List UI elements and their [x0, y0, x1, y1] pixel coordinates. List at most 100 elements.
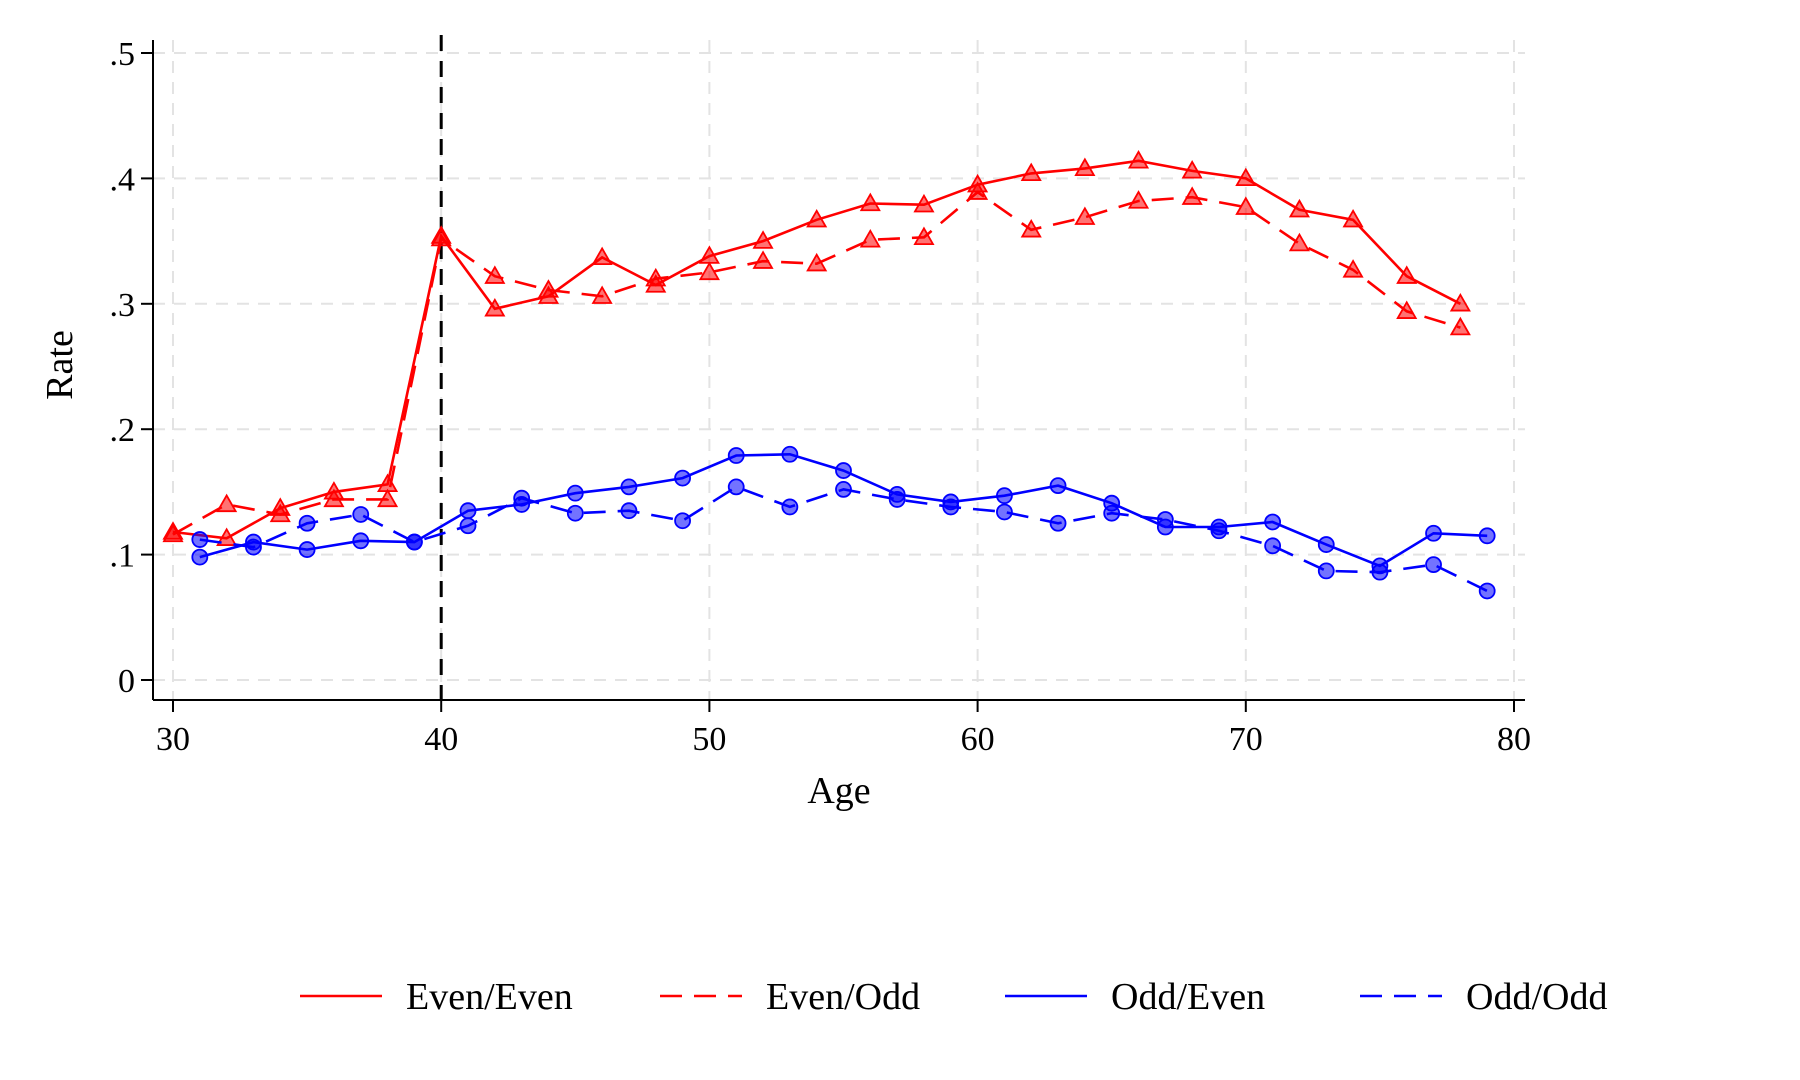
data-point [645, 267, 667, 287]
data-point [459, 502, 477, 520]
data-point [674, 469, 691, 487]
series-line [172, 190, 1461, 536]
x-tick-label: 70 [1229, 721, 1263, 758]
data-point [1317, 562, 1335, 580]
data-point [727, 447, 745, 464]
data-point [1342, 259, 1364, 278]
data-point [806, 252, 828, 272]
x-tick-label: 50 [692, 721, 726, 758]
series-even-even [162, 150, 1471, 546]
x-tick-label: 60 [961, 721, 995, 758]
data-point [484, 265, 506, 284]
data-point [859, 192, 881, 212]
data-point [1181, 186, 1203, 205]
data-point [859, 229, 881, 248]
data-point [537, 279, 560, 298]
data-point [913, 193, 935, 213]
data-point [1156, 511, 1174, 528]
data-point [1264, 537, 1282, 555]
data-point [1425, 524, 1442, 542]
data-point [1288, 232, 1310, 252]
data-point [996, 487, 1013, 505]
data-point [1317, 536, 1335, 553]
data-point [1020, 162, 1042, 182]
data-point [806, 208, 828, 228]
data-point [216, 493, 238, 513]
x-tick-label: 40 [424, 721, 458, 758]
data-point [1074, 157, 1096, 177]
data-point [591, 285, 613, 304]
data-point [620, 478, 638, 496]
series-even-odd [162, 181, 1471, 543]
legend-label: Even/Odd [766, 976, 920, 1018]
data-point [1210, 522, 1228, 540]
data-point [1425, 556, 1442, 574]
data-point [752, 230, 774, 249]
x-axis-title: Age [807, 770, 870, 812]
legend-item: Even/Odd [660, 976, 920, 1018]
data-point [405, 533, 423, 551]
data-point [1235, 167, 1257, 187]
data-point [298, 541, 316, 558]
series-layer [162, 150, 1496, 600]
y-tick-label: .3 [110, 287, 136, 324]
data-point [1127, 190, 1150, 209]
y-tick-label: 0 [118, 663, 135, 700]
data-point [1396, 300, 1418, 319]
data-point [566, 484, 584, 502]
data-point [698, 261, 720, 281]
data-point [216, 527, 238, 546]
data-point [781, 445, 799, 463]
data-point [298, 514, 316, 532]
data-point [591, 246, 613, 266]
data-point [727, 478, 745, 496]
data-point [245, 538, 262, 556]
x-tick-label: 30 [156, 721, 190, 758]
data-point [1371, 563, 1389, 581]
axes [152, 40, 1525, 701]
legend-label: Odd/Even [1111, 976, 1265, 1018]
legend-item: Odd/Odd [1360, 976, 1607, 1018]
data-point [377, 488, 399, 508]
data-point [1478, 527, 1496, 545]
data-point [752, 250, 774, 269]
data-point [967, 181, 989, 200]
data-point [352, 532, 370, 550]
data-point [1020, 218, 1042, 238]
data-point [323, 488, 345, 508]
data-point [913, 226, 935, 245]
data-point [835, 462, 852, 479]
data-point [162, 523, 184, 543]
y-tick-label: .5 [110, 36, 136, 73]
ticks: 0 .1 .2 .3 .4 .5 30 40 50 60 70 80 [110, 36, 1532, 758]
data-point [1264, 513, 1282, 531]
grid [153, 40, 1525, 700]
data-point [459, 517, 477, 535]
data-point [888, 491, 906, 508]
y-tick-label: .4 [110, 161, 136, 198]
data-point [1049, 514, 1067, 532]
data-point [1396, 265, 1418, 284]
data-point [566, 504, 584, 522]
data-point [1074, 206, 1096, 225]
data-point [430, 227, 452, 247]
data-point [484, 298, 506, 317]
y-tick-label: .1 [110, 538, 136, 575]
data-point [1288, 198, 1310, 218]
data-point [674, 512, 691, 530]
data-point [513, 489, 531, 507]
x-tick-label: 80 [1497, 721, 1531, 758]
data-point [1478, 582, 1496, 600]
data-point [1342, 208, 1364, 228]
legend-item: Odd/Even [1005, 976, 1265, 1018]
data-point [620, 502, 638, 520]
data-point [1449, 316, 1471, 336]
data-point [942, 498, 960, 516]
data-point [1103, 504, 1121, 522]
data-point [1181, 160, 1203, 179]
legend-label: Even/Even [406, 976, 573, 1018]
data-point [835, 480, 852, 498]
legend-label: Odd/Odd [1466, 976, 1607, 1018]
data-point [191, 548, 209, 566]
